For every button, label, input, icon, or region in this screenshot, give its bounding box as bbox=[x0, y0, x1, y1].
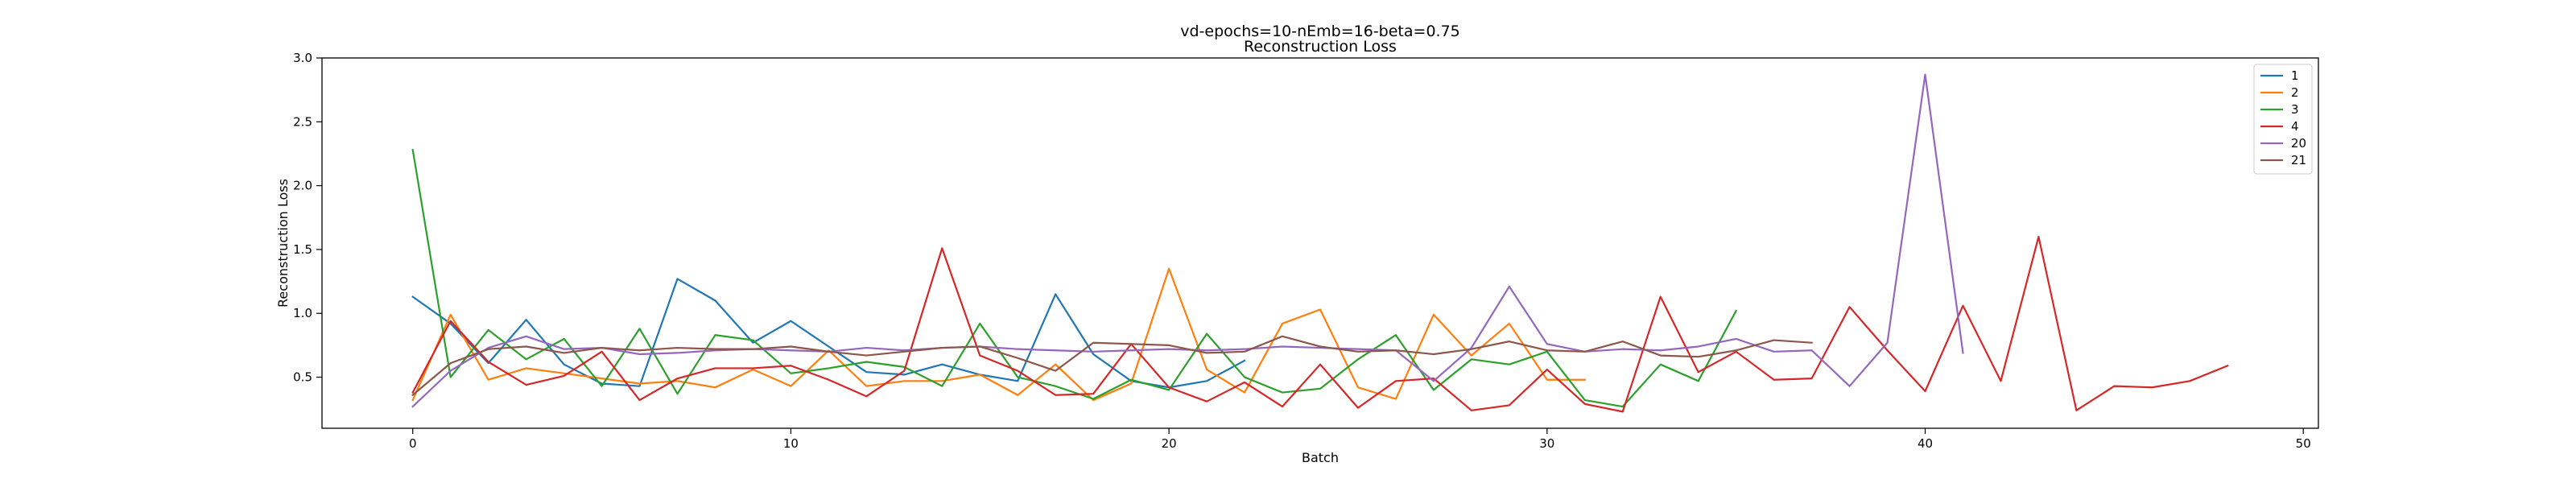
chart-title: vd-epochs=10-nEmb=16-beta=0.75 bbox=[1180, 23, 1460, 40]
y-tick-label: 1.5 bbox=[293, 242, 312, 257]
series-line-2 bbox=[411, 267, 1586, 402]
legend-label-21: 21 bbox=[2291, 153, 2306, 167]
x-axis-label: Batch bbox=[1302, 450, 1339, 465]
legend-label-4: 4 bbox=[2291, 119, 2299, 134]
x-tick-label: 30 bbox=[1539, 436, 1554, 451]
x-tick-label: 20 bbox=[1162, 436, 1177, 451]
y-tick-label: 2.5 bbox=[293, 114, 312, 129]
series-line-3 bbox=[411, 148, 1738, 408]
legend-label-1: 1 bbox=[2291, 68, 2299, 83]
legend-label-20: 20 bbox=[2291, 136, 2306, 151]
x-axis-ticks: 0 10 20 30 40 50 bbox=[409, 428, 2311, 451]
x-tick-label: 0 bbox=[409, 436, 417, 451]
x-tick-label: 10 bbox=[783, 436, 799, 451]
series-layer bbox=[411, 73, 2229, 413]
y-axis-ticks: 0.5 1.0 1.5 2.0 2.5 3.0 bbox=[293, 51, 322, 385]
y-tick-label: 3.0 bbox=[293, 51, 312, 65]
chart-subtitle: Reconstruction Loss bbox=[1244, 38, 1397, 56]
x-tick-label: 40 bbox=[1918, 436, 1933, 451]
series-line-21 bbox=[411, 335, 1813, 397]
plot-area bbox=[321, 57, 2319, 429]
series-line-1 bbox=[411, 278, 1246, 389]
x-tick-label: 50 bbox=[2296, 436, 2311, 451]
y-tick-label: 0.5 bbox=[293, 370, 312, 385]
y-tick-label: 2.0 bbox=[293, 179, 312, 193]
plot-frame bbox=[321, 57, 2319, 429]
y-tick-label: 1.0 bbox=[293, 306, 312, 320]
legend: 1 2 3 4 20 21 bbox=[2253, 64, 2313, 175]
legend-label-2: 2 bbox=[2291, 85, 2299, 100]
legend-label-3: 3 bbox=[2291, 102, 2299, 117]
series-line-4 bbox=[411, 235, 2229, 413]
y-axis-label: Reconstruction Loss bbox=[275, 179, 291, 308]
